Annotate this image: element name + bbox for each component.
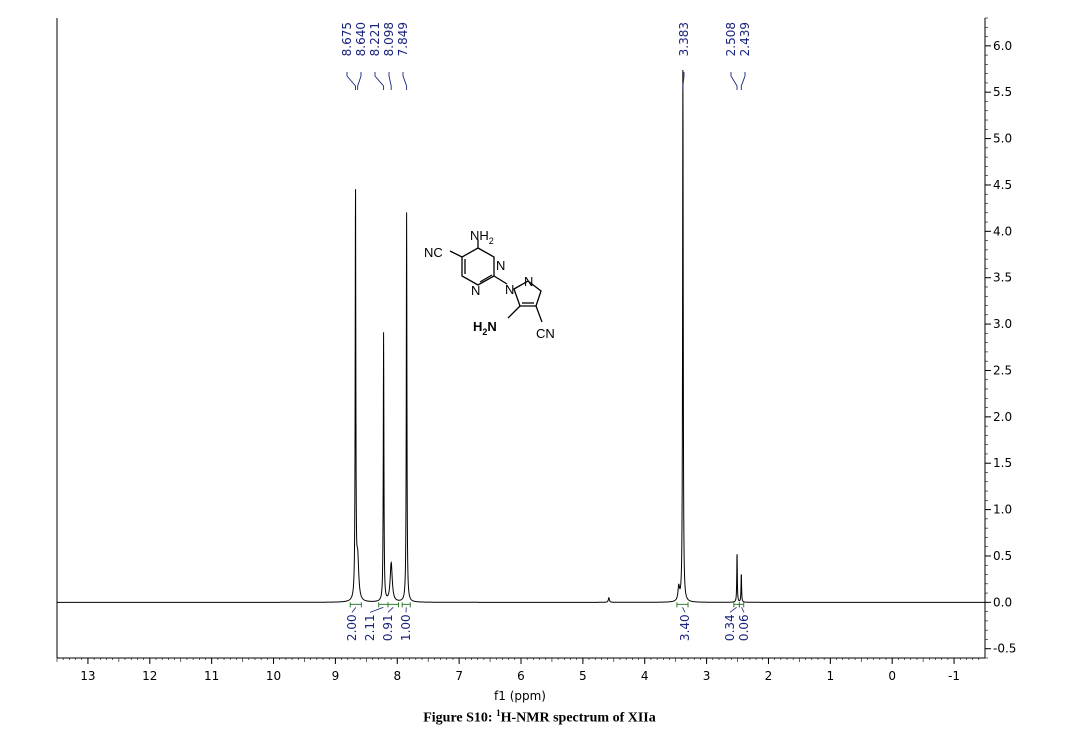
y-tick-label: 5.0 <box>993 132 1012 146</box>
h2n-label: H2N <box>473 319 497 337</box>
integration-connector <box>741 607 745 613</box>
pyrazole-n-label-1: N <box>505 282 514 297</box>
peak-connector <box>346 72 356 90</box>
x-tick-label: 2 <box>765 669 773 683</box>
nmr-spectrum-chart: 13 12 11 10 9 8 7 6 5 4 3 2 1 0 -1 6.05.55.04.54.03.53… <box>0 0 1079 705</box>
integration-label: 1.00 <box>399 614 413 641</box>
integration-label: 3.40 <box>678 614 692 641</box>
peak-shift-label: 2.508 <box>724 22 738 56</box>
ring-link-bond <box>493 275 508 285</box>
y-tick-label: 6.0 <box>993 39 1012 53</box>
nc-left-label: NC <box>424 245 443 260</box>
pyrimidine-double-bond-2 <box>479 274 493 283</box>
y-tick-label: 1.5 <box>993 456 1012 470</box>
caption-text: H-NMR spectrum of XIIa <box>500 710 656 726</box>
peak-connector <box>740 72 746 90</box>
x-tick-label: 6 <box>517 669 525 683</box>
peak-shift-label: 3.383 <box>677 22 691 56</box>
integration-regions: 2.00 2.11 0.91 1.00 3.40 0.34 0.06 <box>345 602 751 641</box>
peak-labels: 8.675 8.640 8.221 8.098 7.849 3.383 2.508 2.439 <box>340 22 752 90</box>
x-tick-label: 13 <box>80 669 95 683</box>
pyrazole-ring <box>513 280 542 307</box>
integration-connector <box>682 607 686 613</box>
integration-connector <box>351 607 357 613</box>
x-tick-label: 5 <box>579 669 587 683</box>
peak-connector <box>388 72 392 90</box>
x-tick-label: 12 <box>142 669 157 683</box>
peak-shift-label: 8.098 <box>382 22 396 56</box>
y-tick-label: 3.5 <box>993 271 1012 285</box>
cn-right-label: CN <box>536 326 555 341</box>
peak-shift-label: 8.675 <box>340 22 354 56</box>
peak-shift-label: 8.640 <box>354 22 368 56</box>
x-tick-label: 4 <box>641 669 649 683</box>
integration-label: 0.06 <box>737 614 751 641</box>
integration-connector <box>387 607 394 613</box>
peak-shift-label: 7.849 <box>396 22 410 56</box>
y-tick-label: 4.5 <box>993 178 1012 192</box>
pyrazole-n-label-2: N <box>524 274 533 289</box>
x-tick-label: 10 <box>266 669 281 683</box>
caption-superscript: 1 <box>496 708 501 718</box>
spectrum-line <box>57 70 985 603</box>
y-tick-label: 0.0 <box>993 595 1012 609</box>
integration-connector <box>369 606 384 613</box>
peak-connector <box>682 72 685 90</box>
x-axis: 13 12 11 10 9 8 7 6 5 4 3 2 1 0 -1 <box>56 658 980 683</box>
peak-connector <box>374 72 385 90</box>
x-tick-label: 3 <box>703 669 711 683</box>
peak-connector <box>730 72 738 90</box>
y-axis: 6.0 5.5 5.0 4.5 4.0 3.5 3.0 2.5 2.0 1.5 1.0 0.5 0.0 -… <box>985 17 1016 659</box>
pyrimidine-n-label-1: N <box>496 258 505 273</box>
x-tick-label: 8 <box>393 669 401 683</box>
y-tick-label: 4.0 <box>993 224 1012 238</box>
integration-connector <box>729 607 737 613</box>
x-tick-label: 7 <box>455 669 463 683</box>
pyrimidine-n-label-2: N <box>471 283 480 298</box>
nh2-top-label: NH2 <box>470 228 494 246</box>
nc-bond <box>449 250 463 258</box>
chart-background <box>0 0 1079 705</box>
peak-shift-label: 2.439 <box>738 22 752 56</box>
peak-shift-label: 8.221 <box>368 22 382 56</box>
y-tick-label: 1.0 <box>993 503 1012 517</box>
y-tick-label: 3.0 <box>993 317 1012 331</box>
caption-prefix: Figure S10: <box>423 710 497 726</box>
integration-label: 2.11 <box>363 614 377 641</box>
molecule-labels: NH2 NC N N N N H2N CN <box>424 228 555 341</box>
x-tick-label: 1 <box>827 669 835 683</box>
molecule-structure <box>449 240 543 323</box>
x-tick-label: 9 <box>332 669 340 683</box>
y-tick-label: 2.5 <box>993 363 1012 377</box>
y-tick-label: 2.0 <box>993 410 1012 424</box>
x-tick-label: 11 <box>204 669 219 683</box>
peak-connector <box>402 72 408 90</box>
x-tick-label: -1 <box>948 669 960 683</box>
x-axis-label: f1 (ppm) <box>494 689 546 703</box>
y-tick-label: 0.5 <box>993 549 1012 563</box>
h2n-bond <box>507 305 521 319</box>
peak-connector <box>357 72 362 90</box>
integration-label: 2.00 <box>345 614 359 641</box>
cn-bond <box>535 305 543 323</box>
integration-label: 0.91 <box>381 614 395 641</box>
x-tick-label: 0 <box>888 669 896 683</box>
y-tick-label: 5.5 <box>993 85 1012 99</box>
integration-label: 0.34 <box>723 614 737 641</box>
figure-caption: Figure S10: 1H-NMR spectrum of XIIa <box>0 708 1079 727</box>
y-tick-label: -0.5 <box>993 642 1016 656</box>
